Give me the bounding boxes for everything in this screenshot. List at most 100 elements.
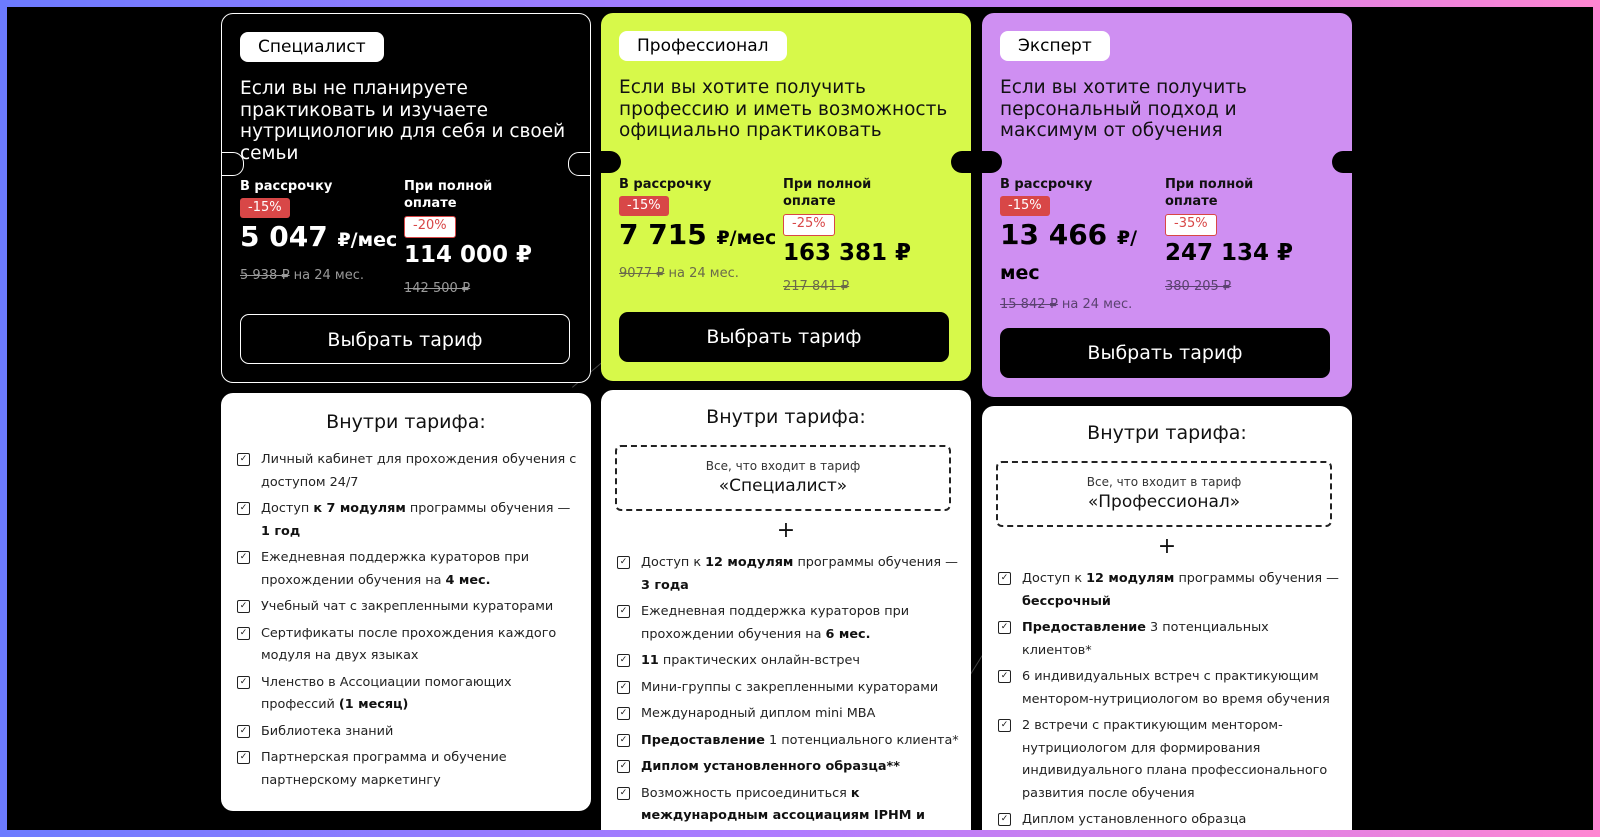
- feature-item: ✓ Учебный чат с закрепленными кураторами: [235, 596, 581, 619]
- includes-previous-tariff-box: Все, что входит в тариф «Профессионал»: [996, 461, 1332, 527]
- includes-tariff-name: «Специалист»: [718, 476, 848, 496]
- plus-sign: +: [1157, 534, 1177, 559]
- feature-highlight: 12 модулям: [1086, 571, 1175, 586]
- feature-item: ✓ Предоставление 1 потенциального клиента…: [615, 730, 961, 753]
- feature-item: ✓ 11 практических онлайн-встреч: [615, 650, 961, 673]
- feature-highlight: 11: [641, 653, 659, 668]
- plan-description: Если вы не планируете практиковать и изу…: [240, 78, 566, 164]
- includes-tariff-name: «Профессионал»: [1087, 492, 1241, 512]
- full-price: 114 000 ₽: [404, 242, 533, 268]
- card-notch: [222, 152, 244, 176]
- checkbox-icon: ✓: [617, 654, 630, 667]
- feature-item: ✓ Диплом установленного образца: [996, 809, 1342, 830]
- installment-old-price: 9077 ₽ на 24 мес.: [619, 266, 739, 281]
- installment-discount-badge: -15%: [1000, 196, 1050, 216]
- feature-text: 2 встречи с практикующим ментором-нутриц…: [1022, 718, 1328, 801]
- tariff-card-expert: Эксперт Если вы хотите получить персонал…: [982, 13, 1352, 397]
- feature-highlight: Диплом установленного образца**: [641, 759, 900, 774]
- plan-name-badge: Эксперт: [1000, 31, 1110, 61]
- checkbox-icon: ✓: [998, 670, 1011, 683]
- feature-highlight: 3 года: [641, 577, 689, 593]
- feature-text: Партнерская программа и обучение партнер…: [261, 750, 507, 788]
- checkbox-icon: ✓: [617, 760, 630, 773]
- inside-tariff-card: Внутри тарифа: Все, что входит в тариф «…: [982, 406, 1352, 830]
- full-discount-badge: -25%: [783, 214, 835, 236]
- full-old-price: 142 500 ₽: [404, 281, 471, 296]
- feature-item: ✓ 2 встречи с практикующим ментором-нутри…: [996, 715, 1342, 805]
- feature-item: ✓ Доступ к 7 модулям программы обучения —…: [235, 498, 581, 543]
- feature-text: 6 индивидуальных встреч с практикующим м…: [1022, 669, 1330, 707]
- inside-tariff-card: Внутри тарифа: ✓ Личный кабинет для прохо…: [221, 393, 591, 811]
- includes-previous-tariff-box: Все, что входит в тариф «Специалист»: [615, 445, 951, 511]
- full-payment-label: При полной оплате: [404, 179, 493, 211]
- full-price: 247 134 ₽: [1165, 240, 1294, 266]
- feature-list: ✓ Доступ к 12 модулям программы обучения …: [996, 568, 1342, 830]
- feature-text: Международный диплом mini MBA: [641, 706, 876, 721]
- feature-text: Доступ к: [1022, 571, 1087, 586]
- installment-discount-badge: -15%: [240, 198, 290, 218]
- full-old-price: 217 841 ₽: [783, 279, 850, 294]
- choose-tariff-button[interactable]: Выбрать тариф: [619, 312, 949, 362]
- feature-text: Мини-группы с закрепленными кураторами: [641, 679, 939, 695]
- plan-name-badge: Профессионал: [619, 31, 787, 61]
- feature-highlight: Предоставление: [1022, 620, 1146, 635]
- feature-text: Доступ: [261, 501, 314, 516]
- feature-highlight: (1 месяц): [338, 697, 409, 712]
- checkbox-icon: ✓: [237, 453, 250, 466]
- feature-text: 3 потенциальных клиентов*: [1022, 620, 1269, 658]
- feature-list: ✓ Личный кабинет для прохождения обучения…: [235, 449, 581, 796]
- installment-price: 5 047 ₽/мес: [240, 220, 398, 253]
- feature-text: Доступ к: [641, 555, 706, 570]
- checkbox-icon: ✓: [998, 813, 1011, 826]
- checkbox-icon: ✓: [998, 719, 1011, 732]
- full-payment-label: При полной оплате: [1165, 177, 1254, 209]
- feature-item: ✓ Возможность присоединиться к международ…: [615, 783, 961, 831]
- feature-text: Учебный чат с закрепленными кураторами: [261, 599, 554, 614]
- checkbox-icon: ✓: [237, 626, 250, 640]
- installment-label: В рассрочку: [1000, 177, 1093, 192]
- plan-description: Если вы хотите получить персональный под…: [1000, 77, 1247, 141]
- checkbox-icon: ✓: [237, 600, 250, 613]
- choose-tariff-button[interactable]: Выбрать тариф: [1000, 328, 1330, 378]
- tariff-card-specialist: Специалист Если вы не планируете практик…: [221, 13, 591, 383]
- checkbox-icon: ✓: [998, 572, 1011, 585]
- tariff-card-professional: Профессионал Если вы хотите получить про…: [601, 13, 971, 381]
- feature-text: Диплом установленного образца: [1022, 812, 1247, 827]
- checkbox-icon: ✓: [998, 621, 1011, 634]
- feature-item: ✓ Партнерская программа и обучение партне…: [235, 747, 581, 792]
- installment-price: 7 715 ₽/мес: [619, 218, 777, 251]
- feature-text: Ежедневная поддержка кураторов при прохо…: [261, 550, 530, 588]
- checkbox-icon: ✓: [617, 707, 630, 720]
- card-notch: [951, 151, 971, 173]
- choose-tariff-button[interactable]: Выбрать тариф: [240, 314, 570, 364]
- full-discount-badge: -20%: [404, 216, 456, 238]
- feature-highlight: 12 модулям: [705, 555, 794, 570]
- installment-label: В рассрочку: [240, 179, 333, 194]
- installment-old-price: 5 938 ₽ на 24 мес.: [240, 268, 364, 283]
- card-notch: [601, 151, 621, 173]
- feature-item: ✓ Мини-группы с закрепленными кураторами: [615, 677, 961, 700]
- feature-text: 1 потенциального клиента*: [764, 732, 959, 748]
- feature-item: ✓ Ежедневная поддержка кураторов при прох…: [235, 547, 581, 592]
- feature-item: ✓ Доступ к 12 модулям программы обучения …: [615, 552, 961, 597]
- feature-item: ✓ Личный кабинет для прохождения обучения…: [235, 449, 581, 494]
- feature-list: ✓ Доступ к 12 модулям программы обучения …: [615, 552, 961, 831]
- checkbox-icon: ✓: [237, 675, 250, 689]
- checkbox-icon: ✓: [237, 502, 250, 515]
- feature-text: Ежедневная поддержка кураторов при прохо…: [641, 604, 910, 642]
- feature-text: Возможность присоединиться: [641, 785, 851, 801]
- includes-caption: Все, что входит в тариф: [1086, 475, 1242, 489]
- feature-item: ✓ Международный диплом mini MBA: [615, 703, 961, 726]
- feature-item: ✓ Членство в Ассоциации помогающих профес…: [235, 672, 581, 717]
- full-price: 163 381 ₽: [783, 240, 912, 266]
- checkbox-icon: ✓: [617, 733, 630, 747]
- feature-highlight: к 7 модулям: [313, 501, 406, 516]
- feature-item: ✓ Сертификаты после прохождения каждого м…: [235, 623, 581, 668]
- card-notch: [982, 151, 1002, 173]
- full-discount-badge: -35%: [1165, 214, 1217, 236]
- feature-text: Личный кабинет для прохождения обучения …: [261, 452, 577, 490]
- includes-caption: Все, что входит в тариф: [705, 459, 861, 473]
- inside-title: Внутри тарифа:: [706, 406, 866, 428]
- installment-discount-badge: -15%: [619, 196, 669, 216]
